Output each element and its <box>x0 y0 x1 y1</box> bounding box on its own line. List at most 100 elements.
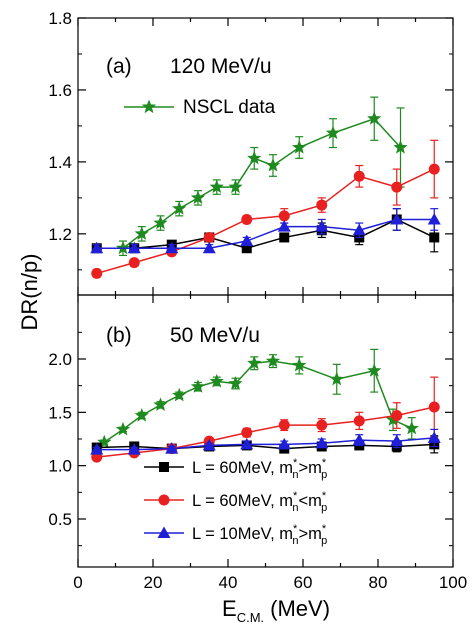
y-axis-label: DR(n/p) <box>17 253 42 330</box>
legend-marker <box>159 462 169 472</box>
legend-item: L = 60MeV, m* n>m* p <box>144 457 327 481</box>
legend-label: L = 60MeV, m* n>m* p <box>192 457 327 481</box>
data-point <box>127 443 141 455</box>
data-point <box>367 111 382 125</box>
data-point <box>315 436 329 449</box>
data-point <box>265 157 281 172</box>
series-square <box>91 208 440 254</box>
data-point <box>134 408 149 422</box>
data-point <box>278 210 290 222</box>
data-point <box>390 212 404 225</box>
data-point <box>279 232 290 243</box>
data-point <box>277 437 291 450</box>
panel-b: 0.5 1.0 1.5 2.0 0 20 40 60 80 100 (b) 50 MeV/u L … <box>48 294 467 592</box>
series-star <box>97 348 419 449</box>
data-point <box>315 220 329 232</box>
data-point <box>209 179 224 194</box>
x-tick-label: 80 <box>369 573 388 592</box>
y-tick-label: 1.4 <box>48 153 72 172</box>
series-star <box>115 96 408 257</box>
series-triangle <box>90 208 441 254</box>
x-tick-label: 20 <box>144 573 163 592</box>
data-point <box>172 387 187 402</box>
data-point <box>428 401 440 413</box>
data-point <box>292 357 307 372</box>
panel-b-label: (b) <box>106 324 132 347</box>
x-axis-label: EC.M. (MeV) <box>222 596 330 625</box>
panel-b-ticks: 0.5 1.0 1.5 2.0 0 20 40 60 80 100 <box>48 295 467 592</box>
series-triangle <box>90 428 441 455</box>
x-tick-label: 100 <box>439 573 467 592</box>
data-point <box>316 419 328 431</box>
data-point <box>292 140 307 154</box>
data-point <box>404 420 419 435</box>
panel-a-ticks: 1.2 1.4 1.6 1.8 <box>48 9 454 295</box>
y-tick-label: 1.8 <box>48 9 72 28</box>
y-tick-label: 2.0 <box>48 350 72 369</box>
legend-item: L = 60MeV, m* n<m* p <box>144 490 327 514</box>
y-tick-label: 1.5 <box>48 403 72 422</box>
panel-a-energy: 120 MeV/u <box>170 55 272 78</box>
data-point <box>367 363 382 377</box>
panel-b-series <box>90 348 441 463</box>
data-point <box>277 220 291 232</box>
data-point <box>209 373 224 388</box>
data-point <box>353 170 365 182</box>
data-point <box>265 353 281 368</box>
data-point <box>90 241 104 254</box>
x-tick-label: 60 <box>294 573 313 592</box>
data-point <box>316 199 328 211</box>
data-point <box>203 231 215 243</box>
data-point <box>391 410 403 422</box>
data-point <box>353 415 365 427</box>
data-point <box>202 241 216 254</box>
x-tick-label: 0 <box>73 573 82 592</box>
data-point <box>247 355 262 370</box>
data-point <box>91 267 103 279</box>
legend-marker <box>158 494 170 506</box>
data-point <box>427 212 441 225</box>
legend-marker <box>157 526 171 538</box>
data-point <box>329 371 344 386</box>
series-line <box>96 168 435 275</box>
data-point <box>128 257 140 269</box>
data-point <box>165 241 179 254</box>
data-point <box>190 379 206 393</box>
data-point <box>247 150 262 165</box>
data-point <box>427 431 441 443</box>
data-point <box>153 215 168 230</box>
data-point <box>97 434 112 449</box>
y-tick-label: 1.2 <box>48 225 72 244</box>
data-point <box>190 190 206 204</box>
data-point <box>352 223 366 236</box>
data-point <box>325 125 341 140</box>
y-tick-label: 1.0 <box>48 457 72 476</box>
data-point <box>241 243 252 254</box>
legend-nscl-label: NSCL data <box>183 97 276 118</box>
data-point <box>240 437 254 450</box>
series-line <box>96 406 435 458</box>
data-point <box>241 213 253 225</box>
panel-a-series <box>90 96 441 279</box>
legend-label: L = 10MeV, m* n>m* p <box>192 523 327 547</box>
data-point <box>352 433 366 446</box>
legend-label: L = 60MeV, m* n<m* p <box>192 490 327 514</box>
data-point <box>393 140 408 154</box>
panel-a-label: (a) <box>106 55 132 78</box>
data-point <box>429 232 440 243</box>
panel-a: 1.2 1.4 1.6 1.8 (a) 120 MeV/u NSCL data <box>48 9 454 296</box>
data-point <box>134 226 149 240</box>
data-point <box>115 421 131 436</box>
data-point <box>172 201 187 215</box>
data-point <box>390 434 404 447</box>
legend-item: L = 10MeV, m* n>m* p <box>144 523 327 547</box>
data-point <box>278 419 290 431</box>
data-point <box>428 163 440 175</box>
data-point <box>202 438 216 451</box>
panel-b-energy: 50 MeV/u <box>170 324 260 347</box>
data-point <box>391 181 403 193</box>
series-line <box>96 443 435 450</box>
y-tick-label: 0.5 <box>48 510 72 529</box>
y-tick-label: 1.6 <box>48 81 72 100</box>
